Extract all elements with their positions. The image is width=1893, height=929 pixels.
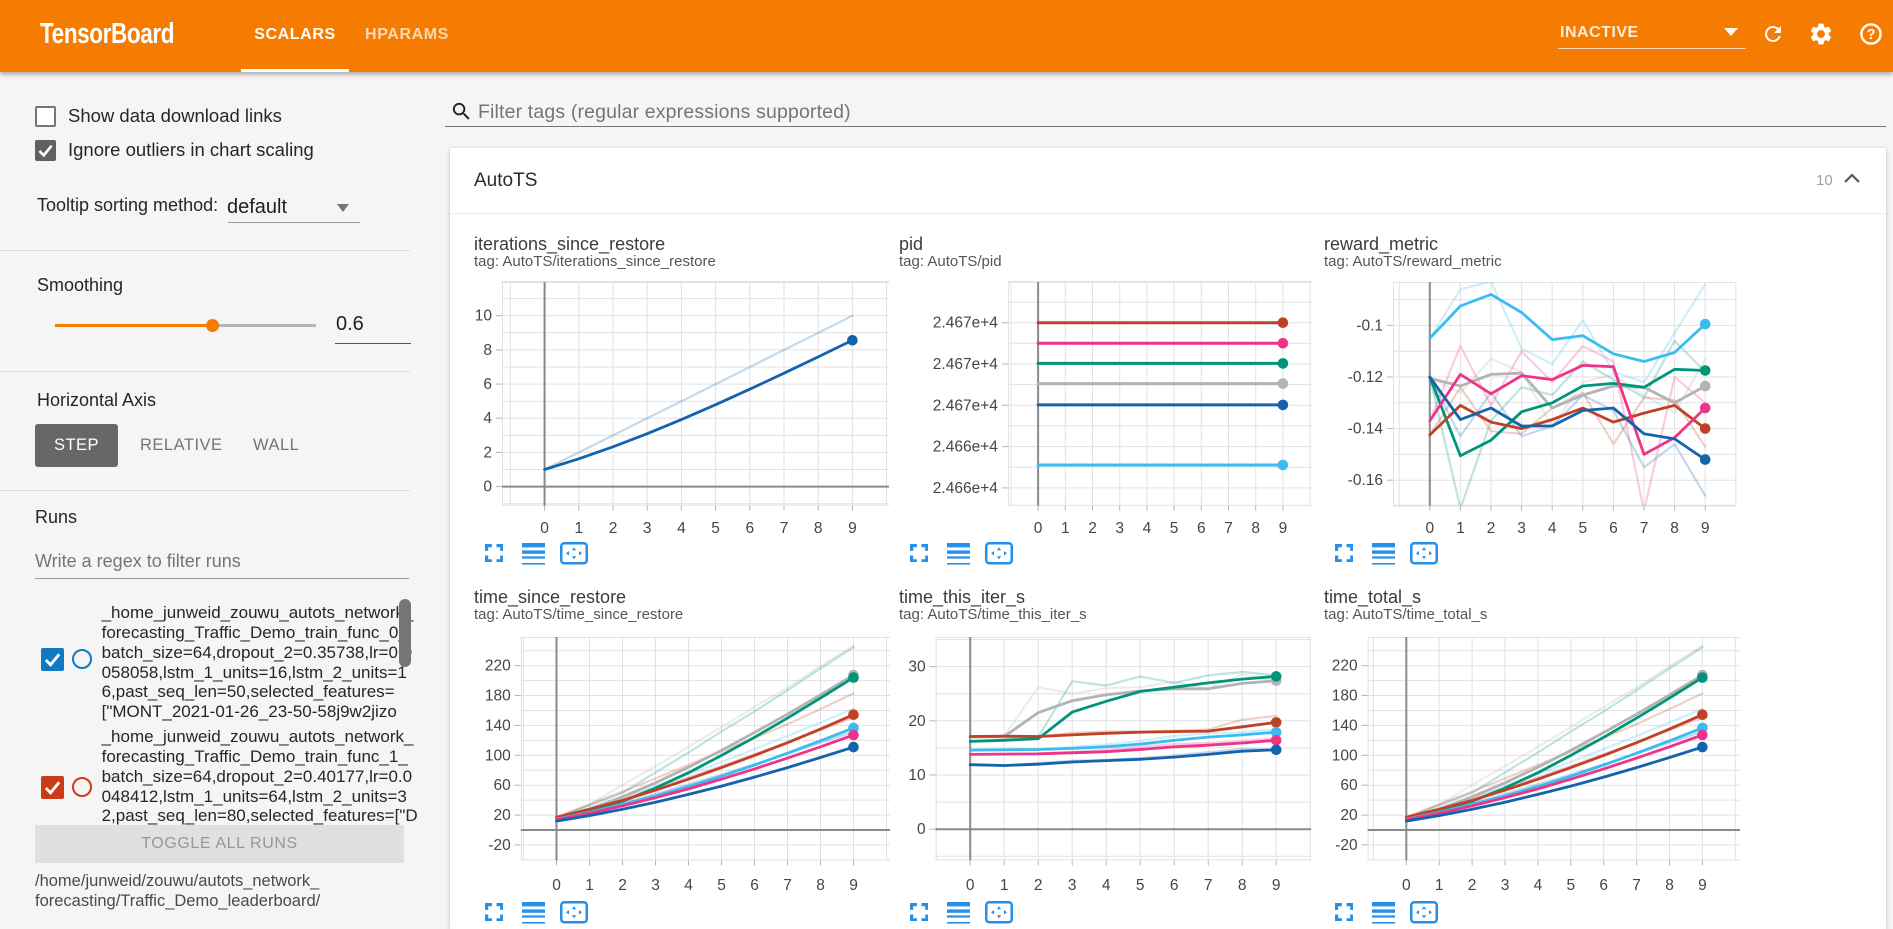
svg-text:6: 6 [745,520,754,537]
svg-text:3: 3 [651,877,660,893]
svg-text:0: 0 [966,877,975,893]
svg-text:30: 30 [908,659,926,676]
svg-text:8: 8 [1251,520,1260,537]
svg-text:8: 8 [483,342,492,359]
svg-text:-20: -20 [488,837,511,854]
svg-text:3: 3 [643,520,652,537]
svg-text:5: 5 [1566,877,1575,893]
svg-text:0: 0 [540,520,549,537]
svg-text:220: 220 [1332,658,1358,675]
svg-text:-20: -20 [1335,837,1358,854]
svg-text:6: 6 [1609,520,1618,537]
svg-text:5: 5 [711,520,720,537]
svg-text:9: 9 [1701,520,1710,537]
svg-text:?: ? [1867,27,1876,43]
svg-text:60: 60 [1340,777,1358,794]
svg-text:7: 7 [1224,520,1233,537]
svg-text:6: 6 [1599,877,1608,893]
svg-text:7: 7 [1640,520,1649,537]
svg-text:20: 20 [494,807,512,824]
svg-text:8: 8 [814,520,823,537]
svg-text:0: 0 [483,479,492,496]
svg-text:9: 9 [849,877,858,893]
svg-text:6: 6 [1170,877,1179,893]
svg-text:180: 180 [1332,688,1358,705]
svg-text:8: 8 [1670,520,1679,537]
svg-text:5: 5 [717,877,726,893]
svg-text:2.467e+4: 2.467e+4 [933,356,998,373]
svg-text:1: 1 [1061,520,1070,537]
svg-text:1: 1 [574,520,583,537]
svg-text:5: 5 [1136,877,1145,893]
svg-text:1: 1 [1000,877,1009,893]
svg-text:9: 9 [1698,877,1707,893]
svg-text:5: 5 [1170,520,1179,537]
svg-text:180: 180 [485,688,511,705]
svg-text:4: 4 [1143,520,1152,537]
svg-text:1: 1 [1435,877,1444,893]
svg-text:6: 6 [750,877,759,893]
svg-text:100: 100 [485,747,511,764]
svg-text:1: 1 [585,877,594,893]
svg-text:-0.14: -0.14 [1348,421,1384,438]
svg-text:220: 220 [485,658,511,675]
svg-text:20: 20 [1340,807,1358,824]
svg-text:60: 60 [494,777,512,794]
svg-text:6: 6 [483,376,492,393]
svg-text:0: 0 [552,877,561,893]
svg-text:8: 8 [816,877,825,893]
svg-text:-0.16: -0.16 [1348,472,1383,489]
svg-text:2.466e+4: 2.466e+4 [933,439,998,456]
svg-text:8: 8 [1238,877,1247,893]
svg-text:2.467e+4: 2.467e+4 [933,315,998,332]
svg-text:4: 4 [1548,520,1557,537]
svg-text:20: 20 [908,713,926,730]
svg-text:2.466e+4: 2.466e+4 [933,480,998,497]
svg-text:4: 4 [1102,877,1111,893]
svg-text:6: 6 [1197,520,1206,537]
svg-text:4: 4 [483,410,492,427]
svg-text:-0.1: -0.1 [1356,317,1383,334]
svg-text:140: 140 [1332,717,1358,734]
svg-text:3: 3 [1115,520,1124,537]
svg-text:2: 2 [1468,877,1477,893]
svg-text:2: 2 [618,877,627,893]
svg-text:2: 2 [1034,877,1043,893]
svg-text:7: 7 [1632,877,1641,893]
svg-text:2: 2 [1088,520,1097,537]
svg-text:3: 3 [1068,877,1077,893]
svg-text:7: 7 [780,520,789,537]
svg-text:9: 9 [848,520,857,537]
svg-text:4: 4 [677,520,686,537]
svg-text:3: 3 [1517,520,1526,537]
svg-text:4: 4 [1534,877,1543,893]
svg-text:9: 9 [1272,877,1281,893]
svg-text:0: 0 [1034,520,1043,537]
svg-text:8: 8 [1665,877,1674,893]
svg-text:2: 2 [483,444,492,461]
svg-text:0: 0 [1402,877,1411,893]
svg-text:1: 1 [1456,520,1465,537]
svg-text:-0.12: -0.12 [1348,369,1383,386]
svg-text:140: 140 [485,717,511,734]
svg-text:0: 0 [1425,520,1434,537]
svg-text:0: 0 [917,821,926,838]
svg-text:3: 3 [1501,877,1510,893]
svg-text:5: 5 [1578,520,1587,537]
svg-text:10: 10 [475,308,493,325]
svg-text:2: 2 [609,520,618,537]
svg-text:9: 9 [1279,520,1288,537]
svg-text:7: 7 [783,877,792,893]
svg-text:10: 10 [908,767,926,784]
svg-text:7: 7 [1204,877,1213,893]
svg-text:100: 100 [1332,747,1358,764]
svg-text:2.467e+4: 2.467e+4 [933,397,998,414]
svg-text:2: 2 [1487,520,1496,537]
svg-text:4: 4 [684,877,693,893]
